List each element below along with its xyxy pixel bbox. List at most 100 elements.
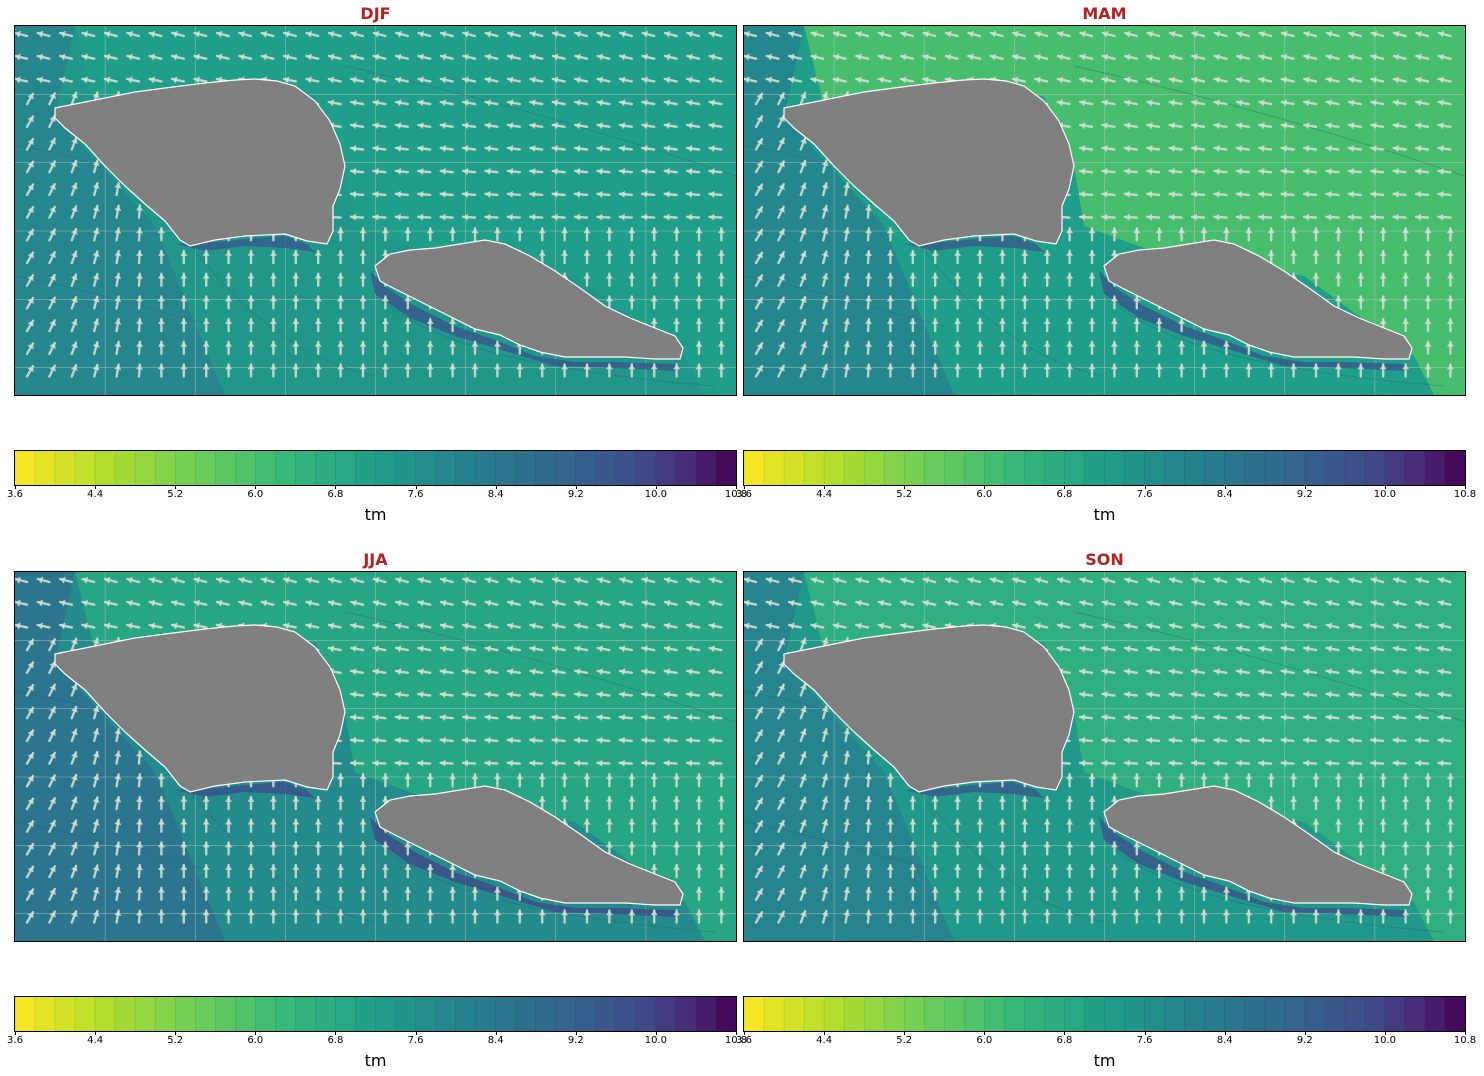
colorbar-level [1384, 997, 1406, 1031]
colorbar-level [1084, 451, 1105, 485]
map-djf [14, 25, 737, 396]
colorbar-level [1344, 451, 1366, 485]
colorbar-level [715, 997, 736, 1031]
colorbar-level [355, 451, 376, 485]
colorbar-tick-label: 7.6 [407, 489, 424, 500]
colorbar-tick-label: 4.4 [87, 1035, 104, 1046]
colorbar-tick-label: 8.4 [487, 1035, 504, 1046]
colorbar-tick-mark [1384, 485, 1386, 489]
colorbar-label: tm [364, 1051, 387, 1070]
colorbar-level [475, 997, 497, 1031]
colorbar-level [804, 451, 825, 485]
colorbar-level [495, 997, 517, 1031]
colorbar-level [1304, 997, 1326, 1031]
colorbar-level [595, 997, 617, 1031]
colorbar-level [1304, 451, 1326, 485]
panel-title: MAM [1082, 4, 1127, 23]
colorbar-level [95, 451, 116, 485]
coastal-band [904, 782, 1044, 798]
colorbar-level [295, 451, 316, 485]
colorbar-level [1164, 451, 1186, 485]
colorbar-level [75, 997, 96, 1031]
colorbar-tick-label: 10.0 [644, 1035, 668, 1046]
contour-line [1103, 295, 1445, 387]
colorbar-tick-mark [575, 485, 577, 489]
contour-line [1103, 841, 1445, 933]
colorbar-tick-label: 10.8 [724, 489, 748, 500]
colorbar-tick-label: 4.4 [87, 489, 104, 500]
colorbar-tick-mark [575, 1031, 577, 1035]
colorbar-level [415, 997, 437, 1031]
colorbar-tick-mark [95, 485, 97, 489]
colorbar-tick-mark [736, 485, 737, 489]
colorbar-tick-label: 8.4 [1216, 489, 1233, 500]
colorbar-level [904, 451, 925, 485]
colorbar-tick-label: 6.0 [976, 1035, 993, 1046]
northeast-tradewind-zone [804, 26, 1465, 395]
colorbar-mam [743, 450, 1466, 486]
colorbar-tick-label: 6.0 [247, 489, 264, 500]
colorbar-level [1044, 997, 1065, 1031]
colorbar-djf [14, 450, 737, 486]
colorbar-tick-label: 5.2 [896, 1035, 913, 1046]
colorbar-level [904, 997, 925, 1031]
colorbar-level [1184, 451, 1206, 485]
northeast-tradewind-zone [75, 572, 736, 941]
colorbar-level [1284, 451, 1306, 485]
colorbar-level [35, 997, 56, 1031]
colorbar-tick-label: 10.0 [644, 489, 668, 500]
colorbar-tick-label: 6.8 [1056, 1035, 1073, 1046]
colorbar-level [155, 451, 176, 485]
colorbar-level [1204, 451, 1226, 485]
colorbar-level [1184, 997, 1206, 1031]
colorbar-level [55, 451, 76, 485]
colorbar-level [15, 997, 36, 1031]
colorbar-label: tm [364, 505, 387, 524]
colorbar-tick-label: 7.6 [1136, 489, 1153, 500]
colorbar-level [435, 997, 457, 1031]
colorbar-tick-mark [495, 485, 497, 489]
colorbar-tick-label: 9.2 [1296, 1035, 1313, 1046]
colorbar-tick-mark [655, 485, 657, 489]
colorbar-tick-label: 9.2 [567, 1035, 584, 1046]
colorbar-level [884, 451, 905, 485]
colorbar-level [175, 451, 196, 485]
colorbar-level [315, 451, 336, 485]
colorbar-level [135, 997, 156, 1031]
colorbar-level [555, 451, 577, 485]
colorbar-level [864, 451, 885, 485]
colorbar-level [335, 997, 356, 1031]
wave-direction-arrows [15, 576, 725, 924]
colorbar-level [964, 997, 985, 1031]
colorbar-level [1424, 451, 1446, 485]
colorbar-level [215, 997, 236, 1031]
colorbar-level [675, 451, 697, 485]
colorbar-level [1224, 451, 1246, 485]
island-west [54, 78, 346, 247]
colorbar-tick-mark [415, 1031, 417, 1035]
colorbar-level [984, 451, 1005, 485]
colorbar-tick-mark [1465, 485, 1466, 489]
colorbar-level [635, 997, 657, 1031]
colorbar-level [495, 451, 517, 485]
colorbar-tick-mark [1224, 1031, 1226, 1035]
colorbar-level [375, 997, 397, 1031]
colorbar-level [115, 997, 136, 1031]
island-east [374, 239, 684, 360]
colorbar-level [864, 997, 885, 1031]
colorbar-level [715, 451, 736, 485]
colorbar-tick-mark [15, 1031, 16, 1035]
colorbar-tick-label: 6.8 [327, 1035, 344, 1046]
colorbar-level [355, 997, 376, 1031]
colorbar-tick-label: 6.8 [327, 489, 344, 500]
colorbar-tick-mark [736, 1031, 737, 1035]
colorbar-tick-label: 5.2 [167, 489, 184, 500]
colorbar-tick-mark [655, 1031, 657, 1035]
colorbar-level [395, 451, 417, 485]
map-mam [743, 25, 1466, 396]
colorbar-level [1204, 997, 1226, 1031]
colorbar-level [1404, 997, 1426, 1031]
colorbar-tick-mark [744, 485, 745, 489]
island-west [54, 624, 346, 793]
colorbar-level [1004, 997, 1025, 1031]
